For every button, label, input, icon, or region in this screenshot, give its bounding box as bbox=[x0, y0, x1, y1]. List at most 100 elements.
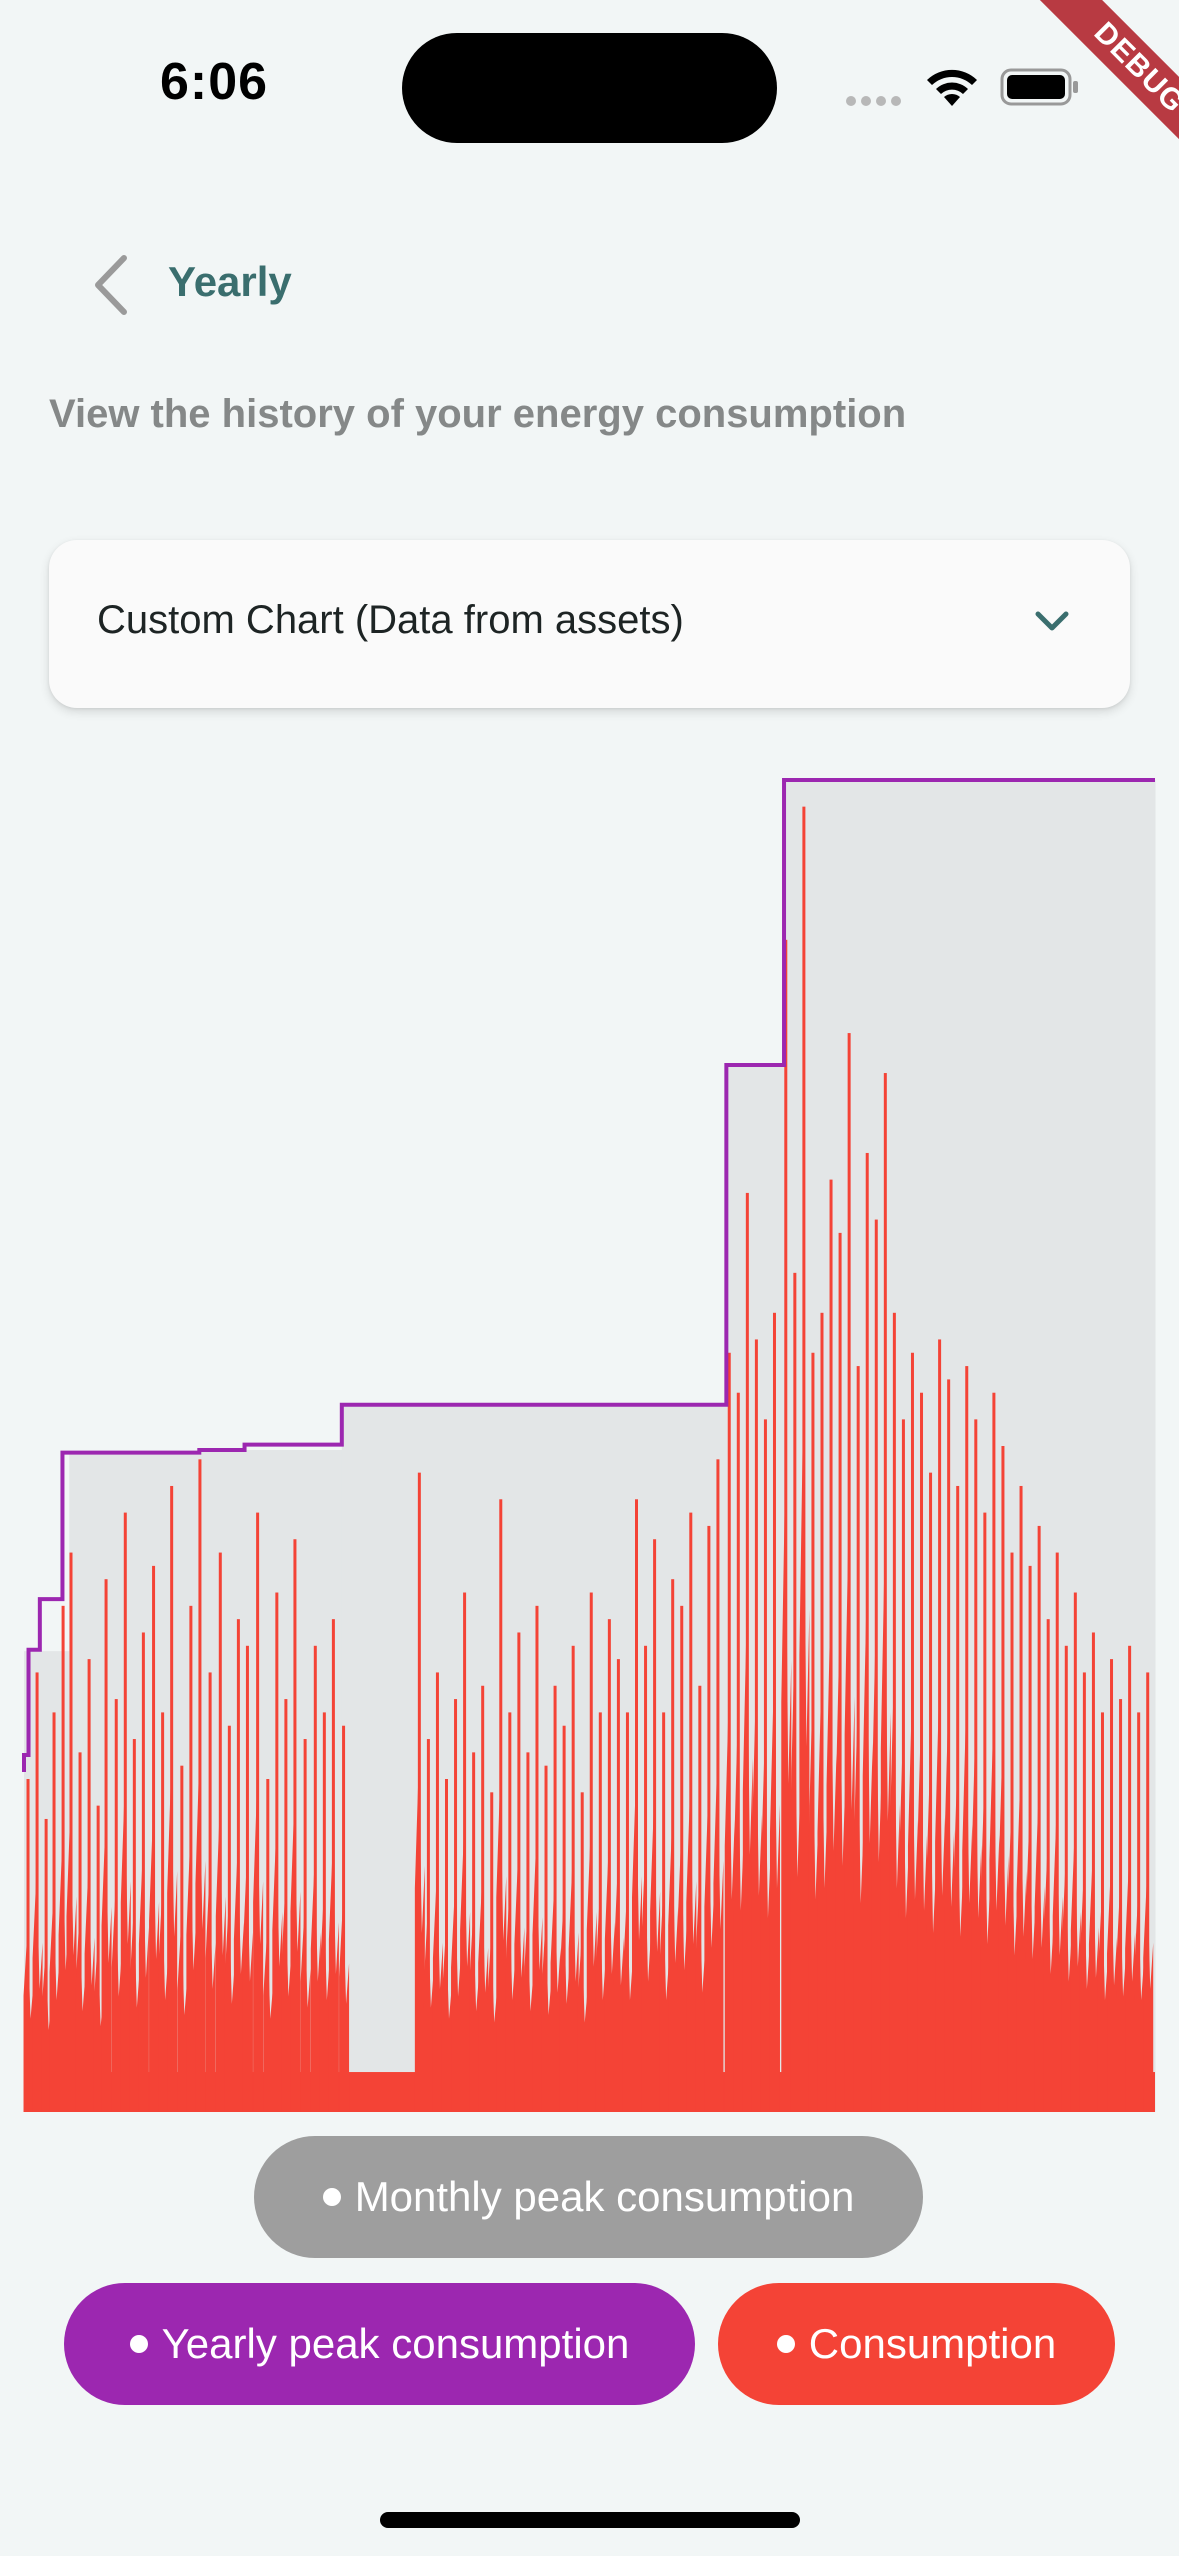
consumption-cluster-77 bbox=[799, 1394, 810, 2112]
consumption-cluster-15 bbox=[158, 1892, 169, 2112]
consumption-cluster-75 bbox=[781, 1467, 792, 2112]
legend-yearly-peak[interactable]: Yearly peak consumption bbox=[64, 2283, 695, 2405]
consumption-cluster-73 bbox=[760, 1731, 771, 2112]
consumption-cluster-33 bbox=[328, 1840, 339, 2112]
consumption-cluster-3 bbox=[49, 1892, 60, 2112]
consumption-cluster-55 bbox=[595, 1892, 606, 2112]
consumption-cluster-24 bbox=[242, 1855, 253, 2112]
consumption-cluster-102 bbox=[1025, 1811, 1036, 2112]
consumption-cluster-34 bbox=[339, 1899, 350, 2112]
consumption-cluster-112 bbox=[1116, 1884, 1127, 2112]
consumption-cluster-100 bbox=[1007, 1804, 1018, 2112]
consumption-cluster-37 bbox=[432, 1870, 443, 2112]
consumption-cluster-46 bbox=[514, 1848, 525, 2112]
consumption-cluster-21 bbox=[215, 1804, 226, 2112]
consumption-cluster-11 bbox=[120, 1782, 131, 2112]
consumption-cluster-71 bbox=[742, 1606, 753, 2112]
legend-dot bbox=[322, 2188, 341, 2206]
consumption-chart bbox=[22, 778, 1156, 2112]
consumption-cluster-53 bbox=[577, 1936, 588, 2112]
legend-monthly-peak-label: Monthly peak consumption bbox=[354, 2173, 855, 2220]
consumption-cluster-47 bbox=[523, 1914, 534, 2112]
consumption-cluster-54 bbox=[586, 1826, 597, 2112]
home-indicator bbox=[380, 2512, 800, 2528]
consumption-cluster-12 bbox=[129, 1906, 140, 2112]
back-button[interactable] bbox=[70, 240, 150, 330]
consumption-cluster-14 bbox=[149, 1811, 160, 2112]
consumption-cluster-113 bbox=[1125, 1855, 1136, 2112]
debug-label: DEBUG bbox=[1038, 0, 1179, 169]
consumption-cluster-101 bbox=[1016, 1767, 1027, 2112]
consumption-series bbox=[23, 806, 1155, 2112]
consumption-cluster-66 bbox=[695, 1877, 706, 2112]
consumption-cluster-17 bbox=[177, 1921, 188, 2112]
yearly-peak-line bbox=[22, 778, 1155, 1772]
consumption-cluster-44 bbox=[496, 1775, 507, 2112]
consumption-cluster-110 bbox=[1097, 1892, 1108, 2112]
consumption-cluster-59 bbox=[632, 1775, 643, 2112]
consumption-cluster-62 bbox=[659, 1892, 670, 2112]
consumption-cluster-67 bbox=[704, 1789, 715, 2112]
consumption-cluster-23 bbox=[233, 1840, 244, 2112]
consumption-cluster-98 bbox=[989, 1716, 1000, 2112]
consumption-cluster-91 bbox=[926, 1760, 937, 2112]
consumption-cluster-40 bbox=[460, 1826, 471, 2112]
consumption-cluster-18 bbox=[186, 1833, 197, 2112]
wifi-icon bbox=[927, 69, 977, 106]
consumption-cluster-61 bbox=[650, 1796, 661, 2112]
consumption-cluster-82 bbox=[844, 1518, 855, 2112]
consumption-cluster-79 bbox=[817, 1672, 828, 2112]
consumption-cluster-29 bbox=[290, 1796, 301, 2112]
consumption-cluster-32 bbox=[319, 1892, 330, 2112]
consumption-cluster-86 bbox=[880, 1540, 891, 2112]
consumption-cluster-22 bbox=[224, 1899, 235, 2112]
consumption-cluster-72 bbox=[751, 1687, 762, 2112]
consumption-cluster-99 bbox=[998, 1745, 1009, 2112]
consumption-cluster-51 bbox=[559, 1899, 570, 2112]
consumption-cluster-111 bbox=[1107, 1862, 1118, 2112]
consumption-cluster-104 bbox=[1043, 1840, 1054, 2112]
consumption-cluster-36 bbox=[423, 1906, 434, 2112]
consumption-cluster-25 bbox=[253, 1782, 264, 2112]
battery-icon bbox=[1000, 68, 1078, 106]
page-subtitle: View the history of your energy consumpt… bbox=[49, 392, 907, 436]
consumption-cluster-16 bbox=[167, 1767, 178, 2112]
consumption-cluster-31 bbox=[310, 1855, 321, 2112]
consumption-cluster-19 bbox=[195, 1753, 206, 2112]
consumption-cluster-88 bbox=[898, 1731, 909, 2112]
dynamic-island bbox=[402, 33, 777, 143]
legend-dot bbox=[129, 2335, 148, 2353]
consumption-cluster-63 bbox=[668, 1818, 679, 2112]
consumption-cluster-5 bbox=[66, 1804, 77, 2112]
consumption-cluster-2 bbox=[41, 1950, 52, 2112]
page-title: Yearly bbox=[168, 258, 292, 305]
consumption-cluster-48 bbox=[532, 1833, 543, 2112]
consumption-cluster-96 bbox=[971, 1731, 982, 2112]
consumption-cluster-85 bbox=[871, 1621, 882, 2112]
consumption-cluster-4 bbox=[58, 1833, 69, 2112]
consumption-cluster-6 bbox=[75, 1914, 86, 2112]
consumption-cluster-90 bbox=[917, 1716, 928, 2112]
consumption-cluster-89 bbox=[907, 1694, 918, 2112]
consumption-cluster-103 bbox=[1034, 1789, 1045, 2112]
consumption-cluster-57 bbox=[613, 1862, 624, 2112]
cellular-signal-icon bbox=[846, 96, 901, 106]
consumption-cluster-60 bbox=[641, 1855, 652, 2112]
consumption-cluster-64 bbox=[677, 1833, 688, 2112]
chart-type-dropdown[interactable]: Custom Chart (Data from assets) bbox=[49, 540, 1130, 708]
consumption-cluster-80 bbox=[826, 1599, 837, 2112]
legend-yearly-peak-label: Yearly peak consumption bbox=[161, 2320, 630, 2367]
consumption-cluster-108 bbox=[1079, 1870, 1090, 2112]
consumption-cluster-45 bbox=[505, 1892, 516, 2112]
status-bar: 6:06 bbox=[0, 0, 1179, 170]
yearly-peak-series bbox=[22, 778, 1155, 1772]
consumption-cluster-93 bbox=[944, 1709, 955, 2112]
chevron-left-icon bbox=[95, 255, 127, 315]
dropdown-selected-value: Custom Chart (Data from assets) bbox=[97, 598, 684, 642]
consumption-cluster-10 bbox=[111, 1884, 122, 2112]
legend-consumption[interactable]: Consumption bbox=[718, 2283, 1115, 2405]
consumption-cluster-0 bbox=[23, 1928, 34, 2112]
consumption-cluster-28 bbox=[281, 1884, 292, 2112]
legend-monthly-peak[interactable]: Monthly peak consumption bbox=[254, 2136, 923, 2258]
consumption-cluster-41 bbox=[469, 1914, 480, 2112]
